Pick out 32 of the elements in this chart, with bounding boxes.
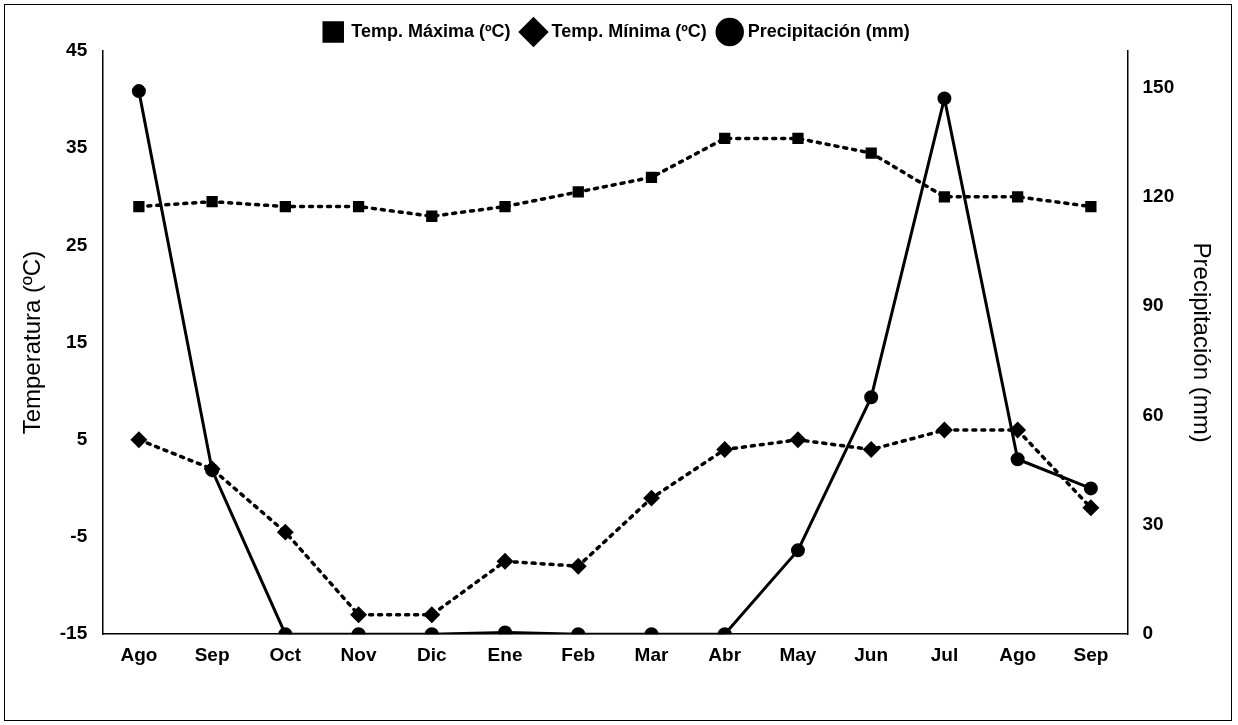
legend-label: Temp. Mínima (ºC) (551, 20, 707, 41)
legend-label: Temp. Máxima (ºC) (351, 20, 511, 41)
y2-tick-label: 0 (1142, 622, 1154, 644)
y2-tick-label: 60 (1142, 403, 1164, 425)
y-axis-title: Temperatura (ºC) (18, 250, 46, 435)
legend-label: Precipitación (mm) (747, 20, 910, 41)
y-tick-label: 35 (66, 136, 88, 158)
y-tick-label: -5 (70, 525, 88, 547)
x-tick-label: Sep (1073, 643, 1109, 665)
x-tick-label: Nov (340, 643, 377, 665)
x-tick-label: Mar (634, 643, 669, 665)
y2-tick-label: 90 (1142, 294, 1164, 316)
y2-axis-title: Precipitación (mm) (1188, 242, 1216, 443)
x-tick-label: Abr (708, 643, 742, 665)
y2-tick-label: 120 (1142, 185, 1175, 207)
y-tick-label: -15 (59, 622, 88, 644)
y2-tick-label: 30 (1142, 513, 1164, 535)
x-tick-label: Ago (999, 643, 1037, 665)
x-tick-label: Ago (120, 643, 158, 665)
x-tick-label: May (779, 643, 817, 665)
y-tick-label: 25 (66, 233, 88, 255)
y2-tick-label: 150 (1142, 75, 1175, 97)
y-tick-label: 15 (66, 330, 88, 352)
x-tick-label: Feb (561, 643, 596, 665)
x-tick-label: Jun (854, 643, 889, 665)
x-tick-label: Sep (194, 643, 230, 665)
x-tick-label: Ene (487, 643, 523, 665)
y-tick-label: 45 (66, 39, 88, 61)
y-tick-label: 5 (76, 428, 88, 450)
x-tick-label: Oct (269, 643, 302, 665)
x-tick-label: Jul (930, 643, 959, 665)
x-tick-label: Dic (417, 643, 448, 665)
